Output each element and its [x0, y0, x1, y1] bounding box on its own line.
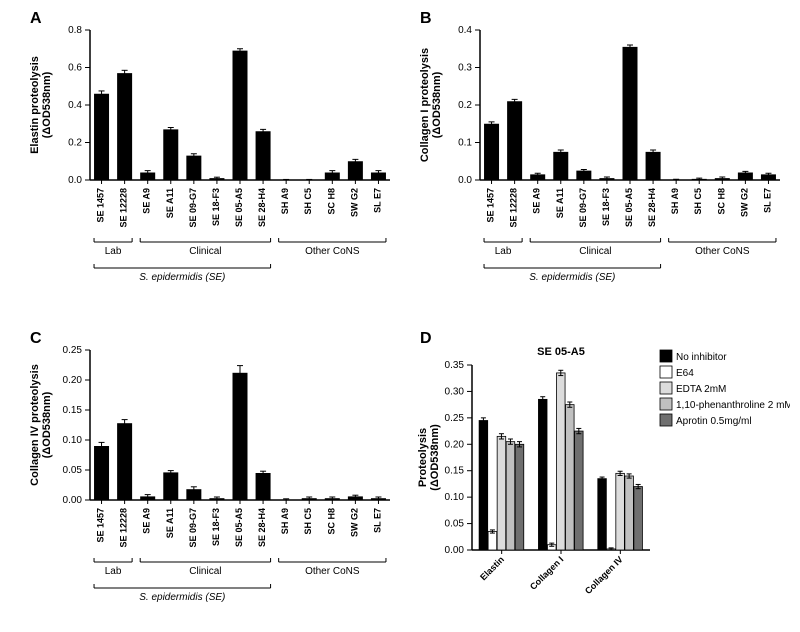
- svg-text:SE 28-H4: SE 28-H4: [257, 188, 267, 227]
- svg-text:SE 05-A5: SE 05-A5: [537, 346, 585, 358]
- svg-text:0.4: 0.4: [68, 100, 82, 111]
- svg-text:SE 1457: SE 1457: [486, 188, 496, 223]
- svg-text:0.15: 0.15: [63, 405, 83, 416]
- svg-text:Collagen IV: Collagen IV: [583, 554, 625, 596]
- panel-c: 0.00 0.05 0.10 0.15 0.20 0.25 Collagen IV prot…: [20, 330, 400, 620]
- panel-d: 0.00 0.05 0.10 0.15 0.20 0.25 0.30 0.35 Proteoly…: [410, 330, 790, 620]
- svg-text:S. epidermidis (SE): S. epidermidis (SE): [529, 272, 615, 283]
- svg-text:SH C5: SH C5: [303, 188, 313, 215]
- svg-text:0.30: 0.30: [445, 386, 465, 397]
- svg-text:Collagen I proteolysis: Collagen I proteolysis: [419, 48, 431, 162]
- svg-text:SE 1457: SE 1457: [96, 188, 106, 223]
- svg-text:0.10: 0.10: [445, 492, 465, 503]
- panel-a: 0.0 0.2 0.4 0.6 0.8 Elastin proteolysis(ΔOD53…: [20, 10, 400, 300]
- svg-text:SL E7: SL E7: [762, 188, 772, 213]
- svg-text:0.00: 0.00: [63, 495, 83, 506]
- svg-text:SE 18-F3: SE 18-F3: [601, 188, 611, 226]
- svg-text:SW G2: SW G2: [349, 508, 359, 537]
- svg-text:SE 12228: SE 12228: [119, 508, 129, 548]
- svg-text:Lab: Lab: [105, 246, 122, 257]
- svg-text:0.20: 0.20: [63, 375, 83, 386]
- svg-text:0.00: 0.00: [445, 545, 465, 556]
- svg-text:S. epidermidis (SE): S. epidermidis (SE): [139, 272, 225, 283]
- svg-text:Collagen IV proteolysis: Collagen IV proteolysis: [29, 364, 41, 486]
- svg-text:SE 1457: SE 1457: [96, 508, 106, 543]
- svg-text:EDTA 2mM: EDTA 2mM: [676, 384, 726, 395]
- svg-text:SW G2: SW G2: [349, 188, 359, 217]
- svg-text:SE 12228: SE 12228: [509, 188, 519, 228]
- svg-text:SC H8: SC H8: [716, 188, 726, 215]
- svg-text:SE A11: SE A11: [555, 188, 565, 218]
- svg-text:SE A9: SE A9: [532, 188, 542, 214]
- panel-b: 0.0 0.1 0.2 0.3 0.4 Collagen I proteolysis(ΔO…: [410, 10, 790, 300]
- svg-text:SE 28-H4: SE 28-H4: [257, 508, 267, 547]
- svg-text:(ΔOD538nm): (ΔOD538nm): [41, 71, 53, 138]
- svg-text:S. epidermidis (SE): S. epidermidis (SE): [139, 592, 225, 603]
- svg-text:SE 12228: SE 12228: [119, 188, 129, 228]
- svg-text:Lab: Lab: [105, 566, 122, 577]
- svg-text:SE A11: SE A11: [165, 188, 175, 218]
- svg-text:0.2: 0.2: [68, 138, 82, 149]
- svg-text:0.10: 0.10: [63, 435, 83, 446]
- svg-text:0.4: 0.4: [458, 25, 472, 36]
- svg-text:Proteolysis: Proteolysis: [417, 428, 429, 487]
- svg-text:Other CoNS: Other CoNS: [305, 246, 360, 257]
- svg-text:Collagen I: Collagen I: [528, 554, 565, 591]
- svg-text:SE 18-F3: SE 18-F3: [211, 188, 221, 226]
- svg-text:No inhibitor: No inhibitor: [676, 352, 727, 363]
- svg-text:Clinical: Clinical: [189, 246, 221, 257]
- svg-text:0.05: 0.05: [63, 465, 83, 476]
- svg-text:SE A9: SE A9: [142, 508, 152, 534]
- svg-text:SE 28-H4: SE 28-H4: [647, 188, 657, 227]
- svg-text:Clinical: Clinical: [189, 566, 221, 577]
- svg-text:Lab: Lab: [495, 246, 512, 257]
- svg-text:0.8: 0.8: [68, 25, 82, 36]
- svg-text:SE 05-A5: SE 05-A5: [234, 508, 244, 547]
- svg-text:0.2: 0.2: [458, 100, 472, 111]
- svg-text:(ΔOD538nm): (ΔOD538nm): [41, 391, 53, 458]
- svg-text:Aprotin 0.5mg/ml: Aprotin 0.5mg/ml: [676, 416, 752, 427]
- svg-text:0.25: 0.25: [63, 345, 83, 356]
- svg-text:SE A9: SE A9: [142, 188, 152, 214]
- svg-text:SH A9: SH A9: [280, 188, 290, 214]
- svg-text:SE 09-G7: SE 09-G7: [188, 188, 198, 228]
- svg-text:SW G2: SW G2: [739, 188, 749, 217]
- svg-text:0.35: 0.35: [445, 360, 465, 371]
- svg-text:0.3: 0.3: [458, 63, 472, 74]
- svg-text:0.6: 0.6: [68, 63, 82, 74]
- svg-text:0.0: 0.0: [458, 175, 472, 186]
- svg-text:SE 05-A5: SE 05-A5: [624, 188, 634, 227]
- svg-text:Clinical: Clinical: [579, 246, 611, 257]
- svg-text:1,10-phenanthroline 2 mM: 1,10-phenanthroline 2 mM: [676, 400, 790, 411]
- svg-text:(ΔOD538nm): (ΔOD538nm): [431, 71, 443, 138]
- svg-text:Other CoNS: Other CoNS: [305, 566, 360, 577]
- svg-text:0.0: 0.0: [68, 175, 82, 186]
- svg-text:0.1: 0.1: [458, 138, 472, 149]
- svg-text:SL E7: SL E7: [372, 508, 382, 533]
- svg-text:SH C5: SH C5: [303, 508, 313, 535]
- svg-text:E64: E64: [676, 368, 694, 379]
- svg-text:(ΔOD538nm): (ΔOD538nm): [429, 424, 441, 491]
- svg-text:0.15: 0.15: [445, 466, 465, 477]
- svg-text:SE 18-F3: SE 18-F3: [211, 508, 221, 546]
- svg-text:0.25: 0.25: [445, 413, 465, 424]
- svg-text:0.20: 0.20: [445, 439, 465, 450]
- svg-text:SH A9: SH A9: [670, 188, 680, 214]
- svg-text:SH C5: SH C5: [693, 188, 703, 215]
- svg-text:Other CoNS: Other CoNS: [695, 246, 750, 257]
- svg-text:Elastin: Elastin: [478, 554, 506, 582]
- svg-text:SE 05-A5: SE 05-A5: [234, 188, 244, 227]
- svg-text:SE 09-G7: SE 09-G7: [188, 508, 198, 548]
- svg-text:SC H8: SC H8: [326, 508, 336, 535]
- svg-text:SH A9: SH A9: [280, 508, 290, 534]
- svg-text:SL E7: SL E7: [372, 188, 382, 213]
- svg-text:SE 09-G7: SE 09-G7: [578, 188, 588, 228]
- svg-text:0.05: 0.05: [445, 519, 465, 530]
- svg-text:SE A11: SE A11: [165, 508, 175, 538]
- svg-text:SC H8: SC H8: [326, 188, 336, 215]
- svg-text:Elastin proteolysis: Elastin proteolysis: [29, 56, 41, 154]
